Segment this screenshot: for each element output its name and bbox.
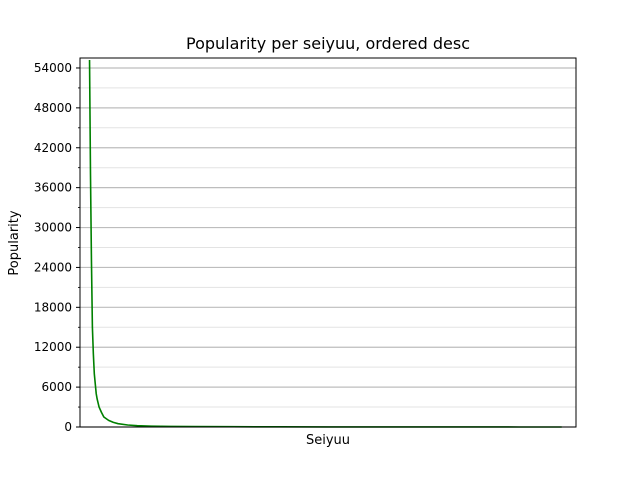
y-tick-label: 42000 [34,141,72,155]
y-tick-label: 18000 [34,300,72,314]
y-tick-label: 54000 [34,61,72,75]
series-layer [88,59,562,428]
plot-frame [79,57,577,428]
grid [80,67,576,428]
x-axis-label: Seiyuu [306,433,350,448]
y-tick-label: 48000 [34,101,72,115]
y-tick-label: 6000 [41,380,72,394]
chart-title: Popularity per seiyuu, ordered desc [186,34,470,53]
y-axis-ticks: 0 6000 12000 18000 24000 30000 36000 42000 48000… [34,61,80,434]
y-tick-label: 30000 [34,221,72,235]
y-tick-label: 24000 [34,260,72,274]
y-axis-label: Popularity [7,210,22,275]
y-tick-label: 36000 [34,181,72,195]
y-tick-label: 0 [64,420,72,434]
y-tick-label: 12000 [34,340,72,354]
series-line [88,59,562,428]
